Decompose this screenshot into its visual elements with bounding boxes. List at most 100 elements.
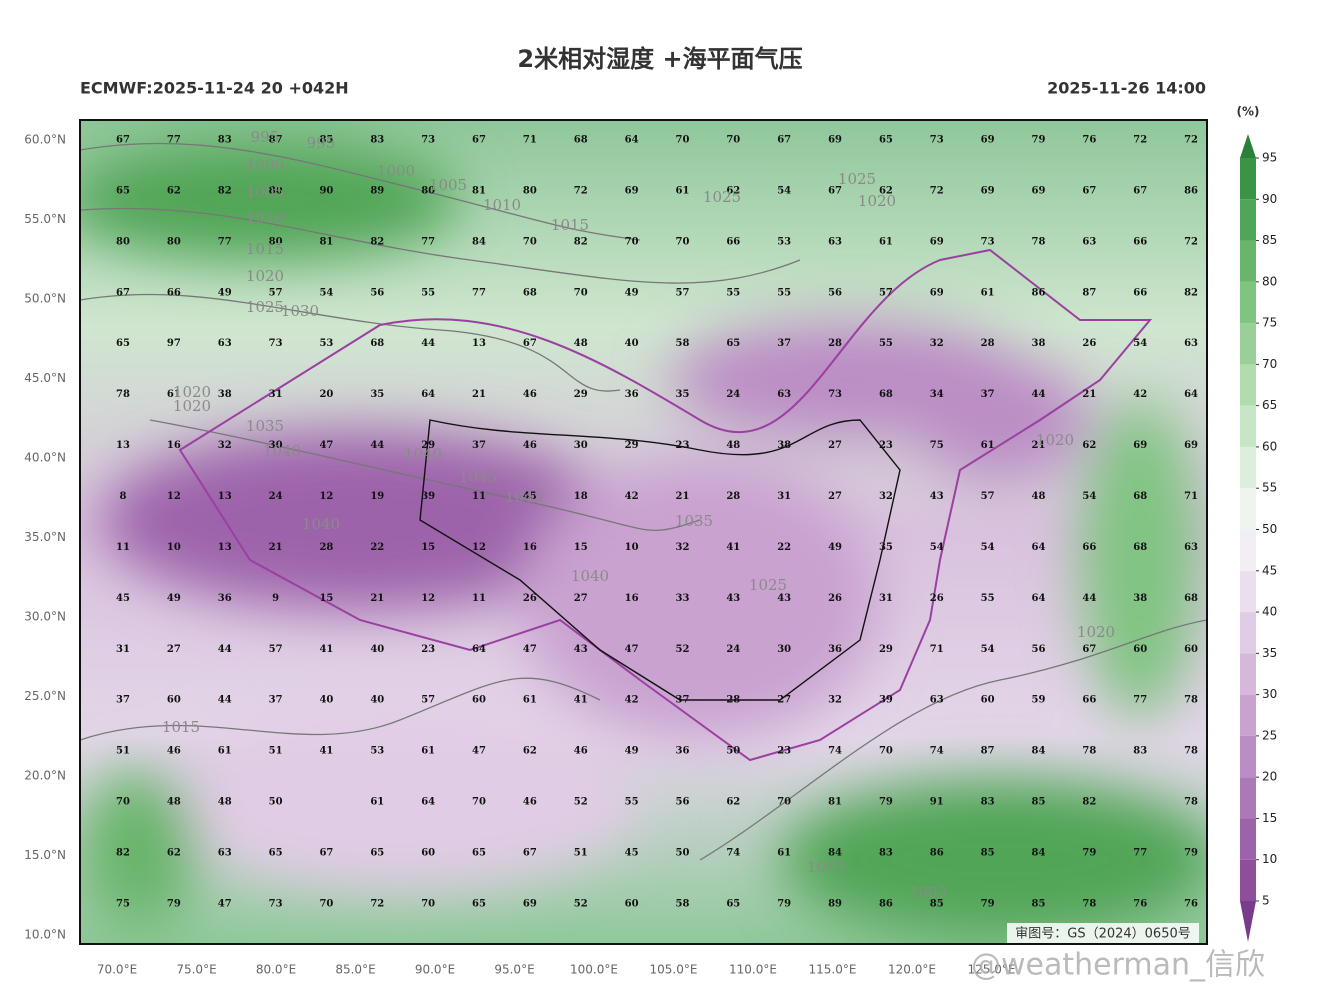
- humidity-value: 43: [574, 644, 588, 655]
- humidity-value: 61: [167, 389, 181, 400]
- humidity-value: 78: [116, 389, 130, 400]
- humidity-value: 78: [1032, 236, 1046, 247]
- humidity-value: 15: [319, 593, 333, 604]
- colorbar-tick-label: 5: [1262, 894, 1270, 908]
- humidity-value: 32: [828, 695, 842, 706]
- colorbar-segment: [1240, 158, 1256, 200]
- humidity-value: 27: [167, 644, 181, 655]
- colorbar-tick-label: 10: [1262, 852, 1277, 866]
- humidity-value: 44: [421, 338, 435, 349]
- humidity-value: 67: [1082, 185, 1096, 196]
- humidity-value: 30: [777, 644, 791, 655]
- isobar-label: 1035: [246, 417, 284, 435]
- humidity-value: 51: [269, 746, 283, 757]
- humidity-value: 36: [625, 389, 639, 400]
- humidity-value: 73: [421, 135, 435, 146]
- lat-label: 40.0°N: [24, 451, 66, 465]
- humidity-value: 70: [625, 236, 639, 247]
- colorbar-tick-label: 15: [1262, 811, 1277, 825]
- humidity-value: 27: [574, 593, 588, 604]
- humidity-value: 65: [370, 848, 384, 859]
- humidity-value: 83: [218, 135, 232, 146]
- stamp: 审图号：GS（2024）0650号: [1015, 927, 1191, 942]
- humidity-value: 66: [726, 236, 740, 247]
- humidity-value: 73: [269, 898, 283, 909]
- humidity-value: 48: [574, 338, 588, 349]
- humidity-value: 80: [269, 185, 283, 196]
- humidity-value: 64: [421, 389, 435, 400]
- humidity-value: 28: [319, 542, 333, 553]
- humidity-value: 24: [726, 644, 740, 655]
- humidity-value: 84: [828, 848, 842, 859]
- humidity-value: 39: [421, 491, 435, 502]
- humidity-value: 69: [1184, 440, 1198, 451]
- humidity-value: 46: [574, 746, 588, 757]
- humidity-value: 60: [1184, 644, 1198, 655]
- humidity-value: 39: [879, 695, 893, 706]
- lat-label: 20.0°N: [24, 769, 66, 783]
- humidity-value: 54: [981, 542, 995, 553]
- humidity-value: 13: [472, 338, 486, 349]
- humidity-value: 80: [116, 236, 130, 247]
- humidity-value: 38: [1133, 593, 1147, 604]
- humidity-value: 62: [523, 746, 537, 757]
- colorbar-segment: [1240, 818, 1256, 860]
- isobar-label: 1005: [807, 858, 845, 876]
- humidity-value: 15: [421, 542, 435, 553]
- humidity-value: 84: [1032, 746, 1046, 757]
- axis-labels: 60.0°N 55.0°N 50.0°N 45.0°N 40.0°N 35.0°N 30.0…: [24, 133, 1015, 977]
- isobar-label: 1000: [377, 162, 415, 180]
- humidity-value: 46: [523, 440, 537, 451]
- humidity-value: 55: [726, 287, 740, 298]
- humidity-value: 29: [574, 389, 588, 400]
- humidity-value: 46: [523, 389, 537, 400]
- humidity-value: 34: [930, 389, 944, 400]
- humidity-value: 55: [879, 338, 893, 349]
- humidity-value: 65: [879, 135, 893, 146]
- humidity-value: 74: [726, 848, 740, 859]
- lon-label: 115.0°E: [809, 963, 857, 977]
- humidity-value: 21: [1082, 389, 1096, 400]
- humidity-value: 54: [319, 287, 333, 298]
- humidity-value: 48: [1032, 491, 1046, 502]
- colorbar-tick-label: 95: [1262, 151, 1277, 165]
- humidity-value: 37: [981, 389, 995, 400]
- humidity-value: 73: [981, 236, 995, 247]
- humidity-value: 10: [167, 542, 181, 553]
- humidity-value: 27: [828, 440, 842, 451]
- humidity-value: 13: [218, 491, 232, 502]
- humidity-value: 70: [675, 135, 689, 146]
- humidity-value: 82: [370, 236, 384, 247]
- isobar-label: 1020: [246, 267, 284, 285]
- lon-label: 85.0°E: [335, 963, 375, 977]
- humidity-value: 37: [777, 338, 791, 349]
- humidity-value: 11: [472, 491, 486, 502]
- humidity-value: 87: [981, 746, 995, 757]
- lon-label: 75.0°E: [176, 963, 216, 977]
- humidity-value: 56: [675, 797, 689, 808]
- colorbar-segment: [1240, 735, 1256, 778]
- colorbar-segment: [1240, 859, 1256, 901]
- humidity-value: 71: [523, 135, 537, 146]
- lon-label: 125.0°E: [968, 963, 1016, 977]
- humidity-value: 79: [879, 797, 893, 808]
- humidity-value: 38: [777, 440, 791, 451]
- colorbar-segment: [1240, 240, 1256, 282]
- humidity-value: 35: [675, 389, 689, 400]
- humidity-value: 85: [981, 848, 995, 859]
- humidity-value: 12: [167, 491, 181, 502]
- humidity-value: 67: [472, 135, 486, 146]
- humidity-value: 69: [1032, 185, 1046, 196]
- humidity-value: 23: [421, 644, 435, 655]
- humidity-value: 63: [218, 848, 232, 859]
- humidity-value: 64: [1032, 593, 1046, 604]
- humidity-value: 24: [269, 491, 283, 502]
- humidity-value: 55: [421, 287, 435, 298]
- isobar-label: 1035: [675, 512, 713, 530]
- humidity-value: 58: [675, 898, 689, 909]
- lat-label: 25.0°N: [24, 689, 66, 703]
- humidity-value: 65: [116, 185, 130, 196]
- humidity-value: 44: [370, 440, 384, 451]
- model-run: ECMWF:2025-11-24 20 +042H: [80, 79, 349, 98]
